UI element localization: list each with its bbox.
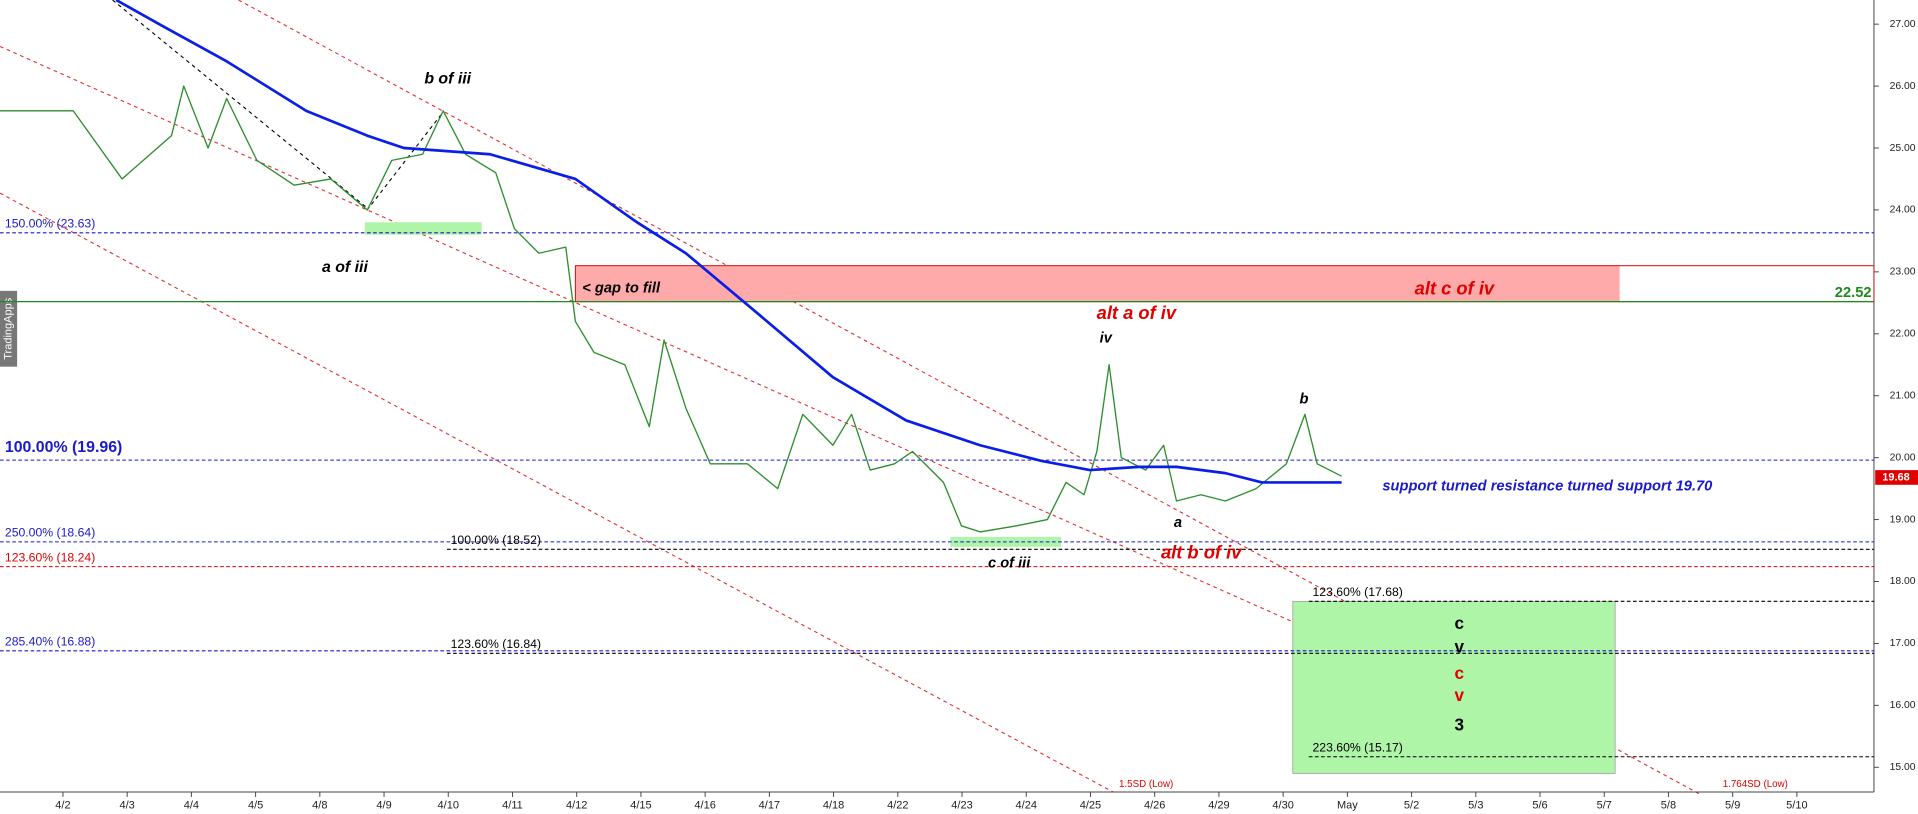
y-tick-label: 24.00 — [1890, 205, 1916, 216]
x-tick-label: May — [1337, 799, 1358, 811]
level-label: 150.00% (23.63) — [5, 217, 95, 231]
x-tick-label: 4/10 — [438, 799, 459, 811]
last-price-tag — [1875, 470, 1918, 485]
x-tick-label: 4/16 — [694, 799, 715, 811]
zone — [1292, 600, 1616, 774]
x-tick-label: 4/30 — [1272, 799, 1293, 811]
x-tick-label: 4/24 — [1016, 799, 1037, 811]
x-tick-label: 4/4 — [184, 799, 199, 811]
trend-line — [366, 112, 444, 211]
watermark-box — [0, 290, 18, 367]
x-tick-label: 4/3 — [120, 799, 135, 811]
y-tick-label: 20.00 — [1890, 452, 1916, 463]
x-tick-label: 5/3 — [1468, 799, 1483, 811]
channel-lines — [0, 0, 1701, 795]
x-tick-label: 4/22 — [887, 799, 908, 811]
x-tick-label: 4/11 — [502, 799, 523, 811]
x-tick-label: 4/15 — [630, 799, 651, 811]
price-line — [115, 0, 1342, 484]
annotation: a — [1174, 515, 1182, 531]
channel-line — [238, 0, 1701, 795]
annotation: v — [1455, 637, 1465, 656]
x-tick-label: 4/2 — [55, 799, 70, 811]
level-label: 100.00% (18.52) — [451, 533, 541, 547]
zone — [364, 222, 482, 235]
level-label: 223.60% (15.17) — [1312, 740, 1402, 754]
x-tick-label: 4/8 — [312, 799, 327, 811]
annotation: 3 — [1455, 716, 1465, 735]
annotation: c — [1455, 614, 1465, 633]
y-tick-label: 22.00 — [1890, 329, 1916, 340]
annotation: b of iii — [424, 71, 471, 88]
channel-line — [0, 192, 1114, 793]
trend-line — [112, 0, 368, 209]
x-tick-label: 4/25 — [1080, 799, 1101, 811]
level-label: 123.60% (18.24) — [5, 550, 95, 564]
y-tick-label: 25.00 — [1890, 143, 1916, 154]
annotation: alt a of iv — [1097, 302, 1178, 323]
x-tick-label: 4/26 — [1144, 799, 1165, 811]
annotation: iv — [1100, 330, 1113, 346]
annotation: 1.764SD (Low) — [1723, 779, 1788, 790]
zone — [575, 265, 1620, 302]
annotation: alt c of iv — [1415, 278, 1496, 299]
y-tick-label: 18.00 — [1890, 576, 1916, 587]
annotation: v — [1455, 686, 1465, 705]
x-tick-label: 5/7 — [1597, 799, 1612, 811]
level-label: 123.60% (16.84) — [451, 637, 541, 651]
annotation: b — [1299, 392, 1308, 408]
x-tick-label: 4/12 — [566, 799, 587, 811]
y-tick-label: 17.00 — [1890, 638, 1916, 649]
level-label: 123.60% (17.68) — [1312, 585, 1402, 599]
annotation: c of iii — [988, 555, 1031, 571]
y-tick-label: 27.00 — [1890, 19, 1916, 30]
annotation: a of iii — [322, 259, 368, 276]
y-tick-label: 15.00 — [1890, 762, 1916, 773]
y-tick-label: 23.00 — [1890, 267, 1916, 278]
annotation: alt b of iv — [1161, 542, 1243, 563]
y-tick-label: 21.00 — [1890, 390, 1916, 401]
annotation: support turned resistance turned support… — [1382, 478, 1713, 494]
last-price-label: 19.68 — [1882, 471, 1910, 483]
x-tick-label: 5/6 — [1532, 799, 1547, 811]
channel-line — [0, 45, 1615, 766]
x-tick-label: 4/18 — [823, 799, 844, 811]
level-label: 250.00% (18.64) — [5, 526, 95, 540]
annotation: c — [1455, 664, 1465, 683]
y-tick-label: 26.00 — [1890, 81, 1916, 92]
x-tick-label: 4/23 — [951, 799, 972, 811]
level-label: 285.40% (16.88) — [5, 635, 95, 649]
annotation: 1.5SD (Low) — [1119, 779, 1173, 790]
x-tick-label: 5/10 — [1786, 799, 1807, 811]
level-label: 22.52 — [1835, 285, 1872, 301]
x-tick-label: 4/9 — [376, 799, 391, 811]
x-tick-label: 4/29 — [1208, 799, 1229, 811]
y-tick-label: 19.00 — [1890, 514, 1916, 525]
x-tick-label: 4/17 — [759, 799, 780, 811]
y-tick-label: 16.00 — [1890, 700, 1916, 711]
x-tick-label: 5/8 — [1661, 799, 1676, 811]
annotation: < gap to fill — [582, 280, 661, 296]
watermark: TradingApps — [2, 297, 14, 359]
level-label: 100.00% (19.96) — [5, 439, 122, 456]
x-tick-label: 5/9 — [1725, 799, 1740, 811]
x-tick-label: 4/5 — [248, 799, 263, 811]
x-tick-label: 5/2 — [1404, 799, 1419, 811]
